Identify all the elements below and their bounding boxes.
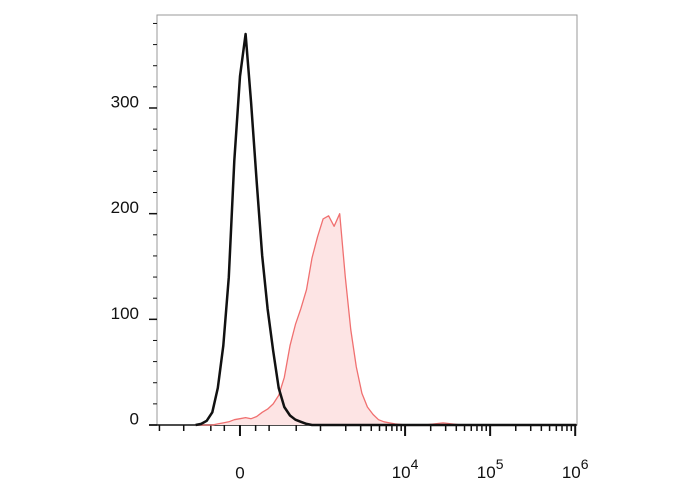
x-tick-exponent: 4 xyxy=(411,456,419,472)
x-tick-label: 105 xyxy=(477,456,504,483)
x-tick-label: 104 xyxy=(392,456,419,483)
histogram-area xyxy=(195,213,577,425)
x-tick-base: 10 xyxy=(477,463,496,482)
y-tick-label: 0 xyxy=(130,409,139,428)
x-tick-base: 10 xyxy=(392,463,411,482)
histogram-line xyxy=(195,32,577,427)
y-tick-label: 100 xyxy=(111,304,139,323)
x-tick-label: 106 xyxy=(562,456,589,483)
histogram-line xyxy=(195,213,577,426)
y-tick-label: 300 xyxy=(111,92,139,111)
x-tick-label: 0 xyxy=(235,463,244,482)
x-tick-base: 10 xyxy=(562,463,581,482)
x-tick-exponent: 5 xyxy=(496,456,504,472)
x-tick-exponent: 6 xyxy=(581,456,589,472)
y-tick-label: 200 xyxy=(111,198,139,217)
